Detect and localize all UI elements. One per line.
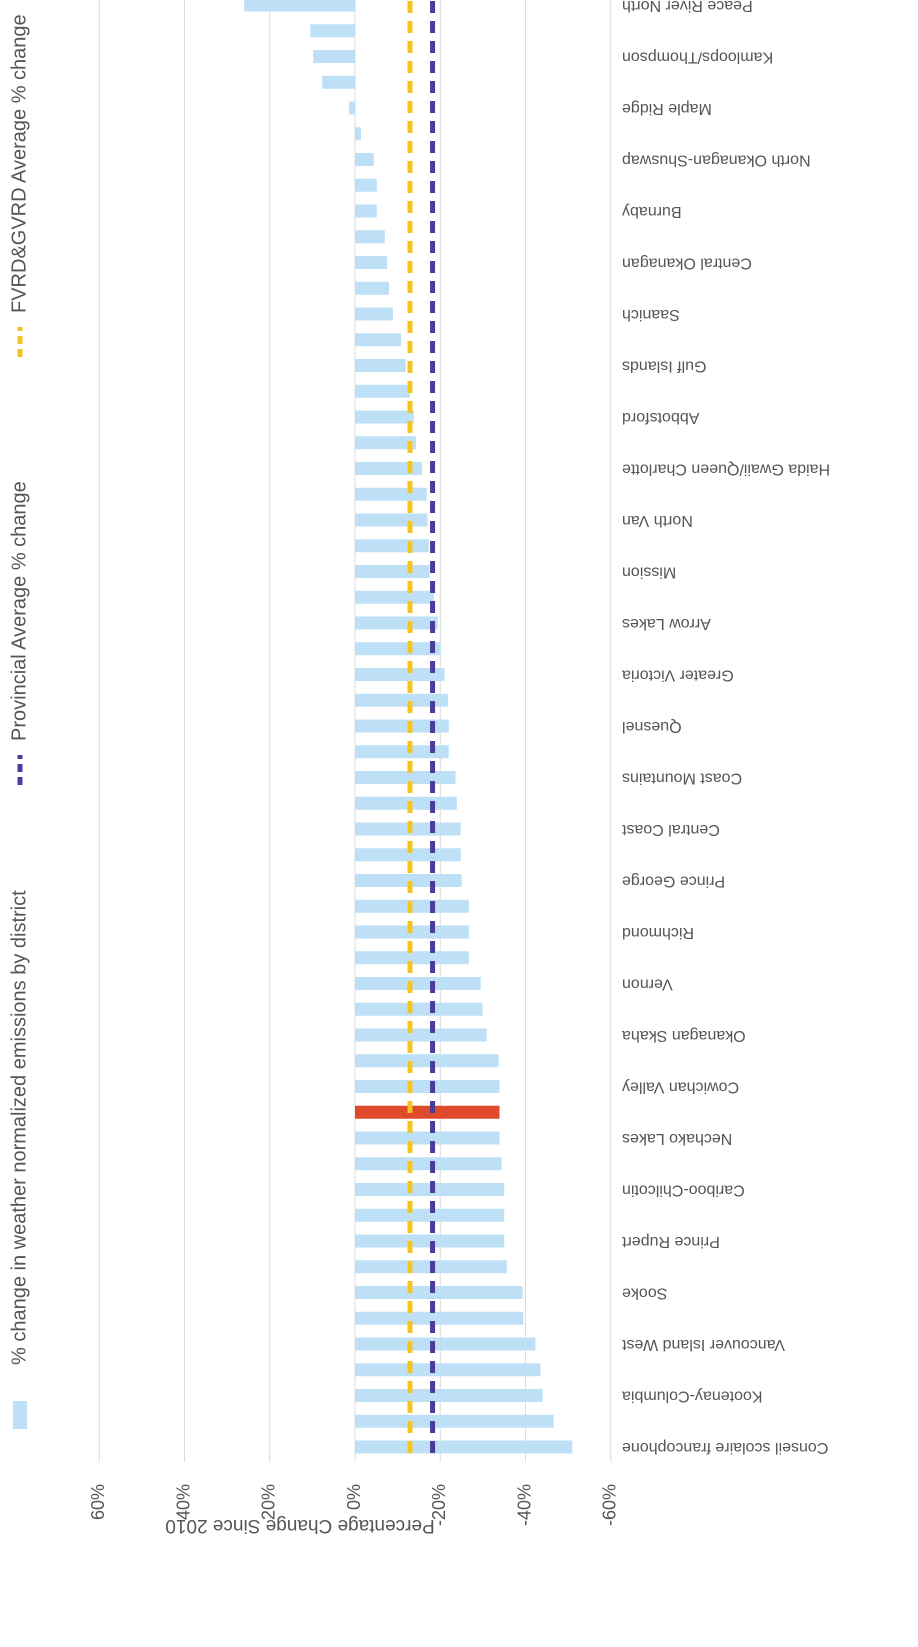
x-tick-label: Conseil scolaire francophone: [622, 1439, 828, 1456]
bar: [355, 281, 390, 295]
bar: [355, 1311, 524, 1325]
bar: [355, 462, 422, 475]
bar: [355, 1105, 500, 1119]
x-tick-label: Saanich: [622, 306, 680, 323]
x-tick-label: Okanagan Skaha: [622, 1027, 746, 1044]
y-tick-label: -40%: [514, 1484, 534, 1526]
bar: [355, 436, 416, 450]
bar: [355, 1002, 483, 1016]
bar: [349, 101, 356, 115]
x-tick-label: Prince George: [622, 872, 725, 889]
bar: [244, 0, 355, 12]
x-tick-label: Quesnel: [622, 718, 682, 735]
bar: [355, 487, 427, 501]
x-tick-label: Haida Gwaii/Queen Charlotte: [622, 460, 830, 477]
rotated-chart: 60% 40% 20% 0% -20% -40% -60% Percentage Change…: [8, 0, 830, 1536]
bar: [355, 977, 481, 990]
bar: [355, 565, 430, 578]
bar: [355, 230, 385, 244]
x-tick-label: Peace River North: [622, 0, 753, 14]
bar: [355, 693, 448, 707]
legend-label: Provincial Average % change: [8, 481, 30, 741]
bar: [313, 50, 356, 63]
y-tick-label: 60%: [88, 1484, 108, 1520]
bar: [355, 616, 438, 630]
y-tick-label: 20%: [259, 1484, 279, 1520]
x-tick-label: Central Coast: [621, 821, 719, 838]
bar: [355, 307, 393, 321]
bar: [355, 178, 377, 192]
bar: [355, 204, 377, 218]
bar: [355, 359, 406, 372]
bar: [355, 410, 414, 424]
bar: [355, 1157, 502, 1171]
bar: [310, 24, 355, 38]
bar: [355, 745, 449, 759]
bar: [355, 796, 457, 810]
x-tick-label: Prince Rupert: [621, 1233, 719, 1250]
x-tick-label: Vancouver Island West: [621, 1336, 785, 1353]
legend-swatch: [13, 1401, 27, 1429]
legend-label: % change in weather normalized emissions…: [8, 890, 30, 1365]
x-tick-label: Mission: [622, 563, 676, 580]
bar: [355, 668, 445, 681]
bar: [355, 719, 449, 733]
x-tick-label: Maple Ridge: [622, 100, 712, 117]
x-tick-label: Greater Victoria: [622, 666, 734, 683]
x-tick-label: Arrow Lakes: [622, 615, 711, 632]
bar: [355, 1183, 505, 1196]
bar: [355, 1080, 500, 1093]
bar: [355, 771, 456, 784]
bar: [355, 513, 428, 527]
x-tick-label: North Okanagan-Shuswap: [622, 151, 811, 168]
x-tick-label: Abbotsford: [622, 409, 699, 426]
bar: [355, 1208, 505, 1222]
legend-label: FVRD&GVRD Average % change: [8, 14, 30, 313]
bar: [355, 1414, 554, 1428]
bar: [355, 1337, 536, 1351]
y-tick-label: -20%: [429, 1484, 449, 1526]
y-tick-label: 0%: [344, 1484, 364, 1510]
x-tick-label: Vernon: [622, 975, 673, 992]
x-tick-label: Kootenay-Columbia: [622, 1387, 763, 1404]
bar: [355, 1389, 543, 1402]
x-tick-label: Richmond: [622, 924, 694, 941]
bar: [355, 153, 374, 166]
bar: [355, 1054, 499, 1068]
x-tick-label: Gulf Islands: [622, 357, 706, 374]
bar: [355, 1131, 500, 1145]
bar: [355, 1363, 541, 1377]
x-tick-label: North Van: [622, 512, 693, 529]
y-tick-label: -60%: [600, 1484, 620, 1526]
x-tick-label: Cariboo-Chilcotin: [622, 1181, 745, 1198]
bar: [355, 539, 429, 553]
bar: [355, 256, 387, 269]
bar: [355, 1286, 523, 1299]
bar: [355, 951, 469, 965]
y-tick-label: 40%: [173, 1484, 193, 1520]
bar: [322, 75, 355, 89]
bar: [355, 127, 361, 141]
bar: [355, 590, 434, 604]
bar: [355, 1028, 487, 1042]
x-tick-label: Central Okanagan: [622, 254, 752, 271]
x-tick-label: Sooke: [622, 1284, 667, 1301]
x-tick-label: Coast Mountains: [622, 769, 742, 786]
bar: [355, 642, 441, 656]
y-axis-title: Percentage Change Since 2010: [165, 1515, 434, 1536]
bar: [355, 384, 410, 398]
x-tick-label: Kamloops/Thompson: [622, 48, 773, 65]
x-tick-label: Nechako Lakes: [622, 1130, 732, 1147]
x-tick-label: Burnaby: [622, 203, 682, 220]
x-tick-label: Cowichan Valley: [622, 1078, 739, 1095]
bar: [355, 1234, 505, 1248]
bar: [355, 1440, 573, 1454]
bar: [355, 333, 402, 347]
